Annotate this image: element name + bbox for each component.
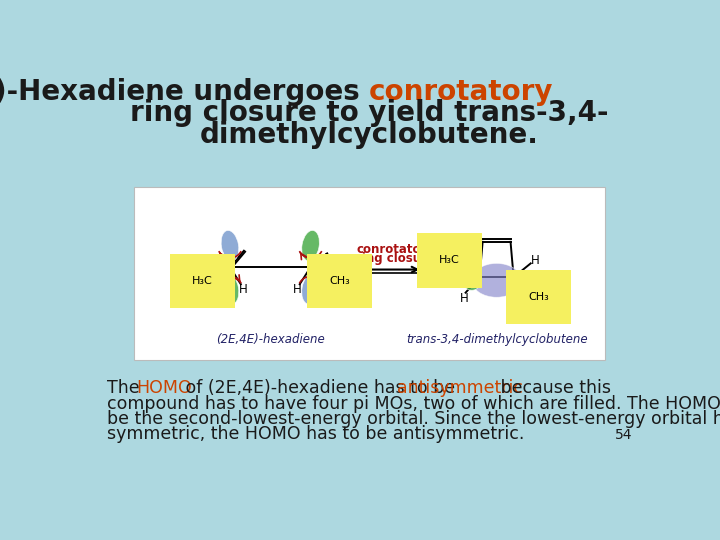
Text: ring closure to yield trans-3,4-: ring closure to yield trans-3,4- — [130, 99, 608, 127]
Text: H: H — [239, 283, 248, 296]
Ellipse shape — [302, 231, 320, 261]
Ellipse shape — [462, 271, 481, 291]
Text: conrotatory: conrotatory — [369, 78, 554, 106]
Text: H₃C: H₃C — [192, 276, 213, 286]
Ellipse shape — [512, 271, 531, 291]
Text: H: H — [459, 292, 469, 305]
Text: of (2E,4E)-hexadiene has to be: of (2E,4E)-hexadiene has to be — [180, 379, 460, 397]
Text: ring closure: ring closure — [356, 252, 435, 265]
Text: (2E,4E)-hexadiene: (2E,4E)-hexadiene — [216, 333, 325, 346]
Text: H: H — [531, 254, 540, 267]
Text: because this: because this — [495, 379, 611, 397]
Ellipse shape — [472, 264, 521, 297]
Ellipse shape — [221, 231, 239, 261]
Text: HOMO: HOMO — [137, 379, 192, 397]
Text: 54: 54 — [615, 428, 632, 442]
Text: symmetric, the HOMO has to be antisymmetric.: symmetric, the HOMO has to be antisymmet… — [107, 426, 524, 443]
Text: H: H — [293, 283, 302, 296]
Ellipse shape — [302, 274, 320, 304]
Text: CH₃: CH₃ — [329, 276, 350, 286]
Text: trans-3,4-dimethylcyclobutene: trans-3,4-dimethylcyclobutene — [406, 333, 588, 346]
Text: conrotatory: conrotatory — [356, 243, 434, 256]
Text: H₃C: H₃C — [439, 255, 459, 265]
Text: be the second-lowest-energy orbital. Since the lowest-energy orbital has to be: be the second-lowest-energy orbital. Sin… — [107, 410, 720, 428]
Text: antisymmetric: antisymmetric — [397, 379, 523, 397]
Text: dimethylcyclobutene.: dimethylcyclobutene. — [199, 121, 539, 149]
Text: The: The — [107, 379, 145, 397]
Text: CH₃: CH₃ — [528, 292, 549, 302]
FancyBboxPatch shape — [133, 187, 605, 360]
Text: (2E,4E)-Hexadiene undergoes: (2E,4E)-Hexadiene undergoes — [0, 78, 369, 106]
Ellipse shape — [221, 274, 239, 304]
Text: compound has to have four pi MOs, two of which are filled. The HOMO has to: compound has to have four pi MOs, two of… — [107, 395, 720, 413]
